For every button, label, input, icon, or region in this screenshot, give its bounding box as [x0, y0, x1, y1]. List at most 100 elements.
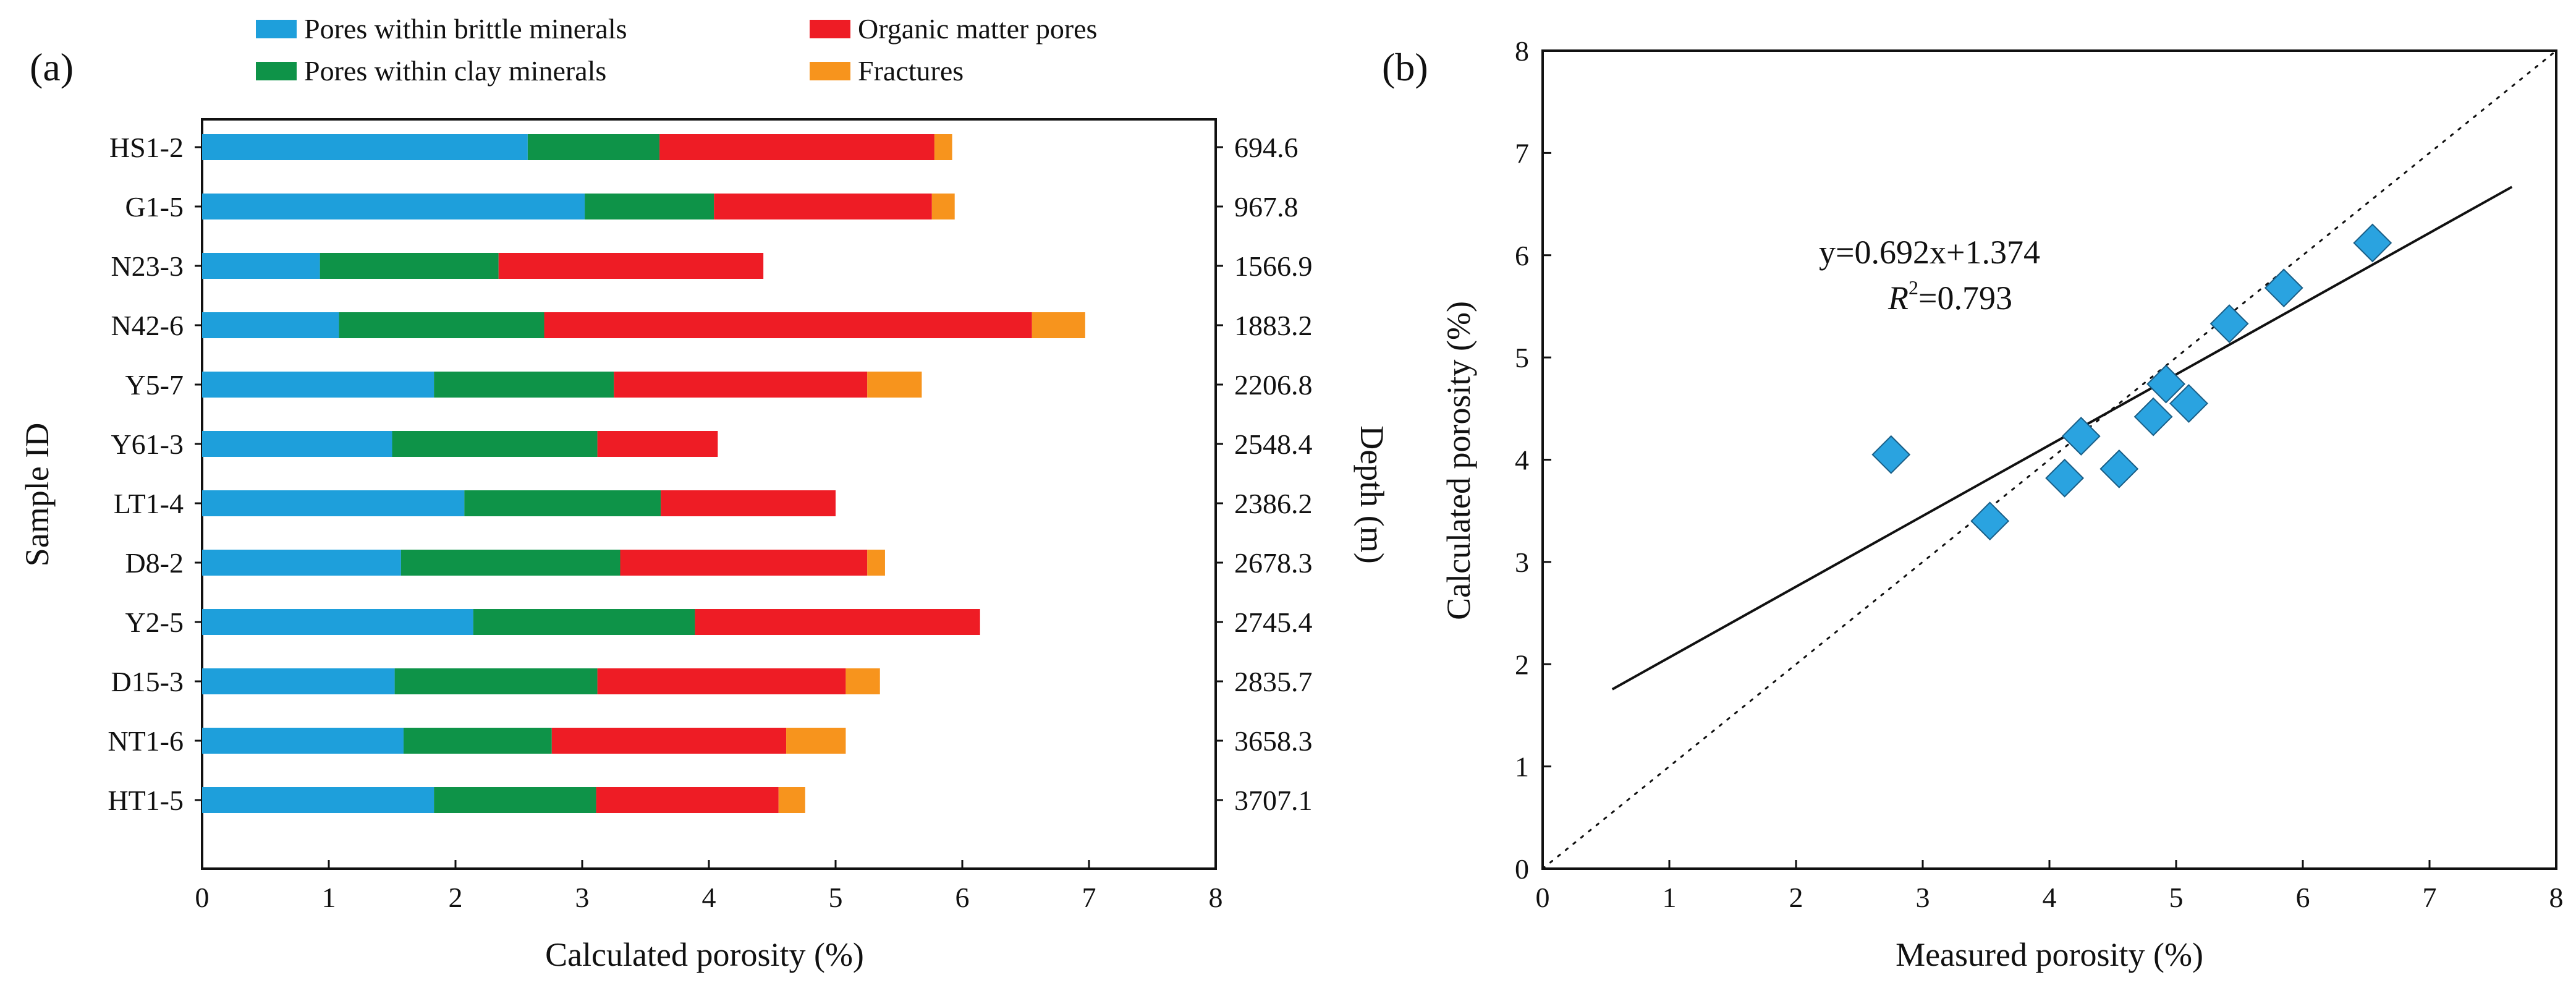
panel-a-y-axis-title: Sample ID	[19, 423, 56, 566]
panel-a-x-tick-label: 0	[195, 882, 210, 913]
bar-brittle-y5-7	[202, 372, 434, 398]
panel-b-lines	[1541, 49, 2557, 870]
sample-label: G1-5	[125, 191, 184, 223]
regression-line	[1611, 185, 2513, 691]
bar-fractures-nt1-6	[786, 728, 846, 754]
bar-clay-n42-6	[339, 312, 544, 338]
bar-organic-n23-3	[498, 253, 764, 279]
depth-label: 2386.2	[1234, 488, 1313, 519]
panel-a-x-tick-label: 7	[1082, 882, 1096, 913]
bar-brittle-nt1-6	[202, 728, 404, 754]
panel-b-y-tick-label: 3	[1515, 547, 1529, 578]
legend-label-fractures: Fractures	[858, 55, 964, 87]
panel-a-bar-chart: (a) Pores within brittle minerals Organi…	[19, 13, 1391, 973]
panel-b-x-tick-label: 6	[2296, 882, 2310, 913]
bar-clay-g1-5	[585, 194, 714, 219]
panel-b-x-tick-label: 5	[2169, 882, 2184, 913]
sample-label: HS1-2	[109, 132, 184, 163]
scatter-point	[2061, 417, 2101, 456]
panel-b-x-axis-title: Measured porosity (%)	[1896, 936, 2203, 973]
scatter-point	[2045, 458, 2085, 498]
bar-clay-d15-3	[394, 668, 598, 694]
panel-b-y-tick-label: 2	[1515, 649, 1529, 680]
bar-clay-nt1-6	[403, 728, 552, 754]
one-to-one-line	[1541, 49, 2557, 870]
panel-b-x-tick-label: 7	[2423, 882, 2437, 913]
panel-a-x-tick-label: 6	[955, 882, 970, 913]
panel-a-x-tick-label: 3	[575, 882, 590, 913]
bar-fractures-d15-3	[845, 668, 880, 694]
sample-label: Y61-3	[111, 428, 184, 460]
bar-clay-hs1-2	[527, 134, 660, 160]
sample-label: LT1-4	[114, 488, 184, 519]
bar-brittle-g1-5	[202, 194, 585, 219]
bar-brittle-ht1-5	[202, 787, 434, 813]
legend-swatch-clay	[256, 62, 297, 80]
panel-a-x-ticks: 0 1 2 3 4 5 6 7 8	[195, 860, 1223, 913]
sample-label: Y5-7	[125, 369, 184, 401]
bar-organic-nt1-6	[551, 728, 787, 754]
depth-label: 1566.9	[1234, 250, 1313, 282]
panel-a-depth-axis-title: Depth (m)	[1354, 425, 1391, 563]
bar-brittle-lt1-4	[202, 490, 465, 516]
scatter-point	[1871, 435, 1911, 474]
sample-label: D8-2	[125, 547, 184, 579]
bar-organic-d8-2	[620, 550, 868, 576]
sample-label: HT1-5	[108, 785, 184, 816]
depth-label: 3658.3	[1234, 725, 1313, 757]
depth-label: 2548.4	[1234, 428, 1313, 460]
bar-clay-lt1-4	[464, 490, 661, 516]
sample-label: N42-6	[111, 310, 184, 341]
depth-label: 967.8	[1234, 191, 1299, 223]
legend-label-organic: Organic matter pores	[858, 13, 1097, 45]
sample-label: N23-3	[111, 250, 184, 282]
bar-brittle-y61-3	[202, 431, 392, 457]
bar-fractures-g1-5	[931, 194, 955, 219]
panel-a-bars	[202, 134, 1085, 813]
legend-swatch-fractures	[810, 62, 850, 80]
bar-brittle-y2-5	[202, 609, 473, 635]
panel-b-x-tick-label: 1	[1663, 882, 1677, 913]
panel-a-x-tick-label: 4	[702, 882, 716, 913]
bar-clay-n23-3	[320, 253, 499, 279]
scatter-point	[1970, 501, 2010, 541]
bar-clay-d8-2	[400, 550, 621, 576]
depth-label: 3707.1	[1234, 785, 1313, 816]
bar-fractures-hs1-2	[934, 134, 952, 160]
r-squared-symbol: R	[1888, 279, 1909, 317]
legend-label-brittle: Pores within brittle minerals	[304, 13, 627, 45]
depth-label: 1883.2	[1234, 310, 1313, 341]
panel-a-x-axis-title: Calculated porosity (%)	[545, 936, 864, 973]
panel-b-y-tick-label: 5	[1515, 342, 1529, 373]
bar-clay-y5-7	[434, 372, 614, 398]
r-squared-value: =0.793	[1918, 279, 2012, 317]
panel-b-y-axis-title: Calculated porosity (%)	[1440, 301, 1477, 620]
panel-b-y-tick-label: 8	[1515, 35, 1529, 67]
panel-b-y-tick-label: 1	[1515, 751, 1529, 783]
panel-b-y-tick-label: 7	[1515, 137, 1529, 169]
r-squared-label: R2=0.793	[1888, 276, 2012, 317]
panel-b-x-tick-label: 8	[2549, 882, 2564, 913]
bar-brittle-d8-2	[202, 550, 401, 576]
bar-brittle-d15-3	[202, 668, 395, 694]
sample-label: NT1-6	[108, 725, 184, 757]
bar-fractures-ht1-5	[778, 787, 805, 813]
bar-organic-y5-7	[614, 372, 868, 398]
bar-organic-d15-3	[597, 668, 846, 694]
depth-label: 694.6	[1234, 132, 1299, 163]
bar-brittle-n23-3	[202, 253, 320, 279]
bar-organic-n42-6	[544, 312, 1032, 338]
panel-b-x-tick-label: 4	[2043, 882, 2057, 913]
panel-b-x-tick-label: 0	[1536, 882, 1550, 913]
panel-b-y-ticks: 0 1 2 3 4 5 6 7 8	[1515, 35, 1551, 885]
depth-label: 2206.8	[1234, 369, 1313, 401]
bar-fractures-y5-7	[867, 372, 922, 398]
panel-b-x-tick-label: 2	[1789, 882, 1803, 913]
panel-b-x-tick-label: 3	[1916, 882, 1930, 913]
panel-a-sample-labels: HS1-2 G1-5 N23-3 N42-6 Y5-7 Y61-3 LT1-4 D8-2 Y2-…	[108, 132, 202, 816]
scatter-point	[2353, 223, 2392, 263]
bar-brittle-n42-6	[202, 312, 339, 338]
bar-organic-ht1-5	[596, 787, 779, 813]
scatter-point	[2210, 304, 2249, 343]
